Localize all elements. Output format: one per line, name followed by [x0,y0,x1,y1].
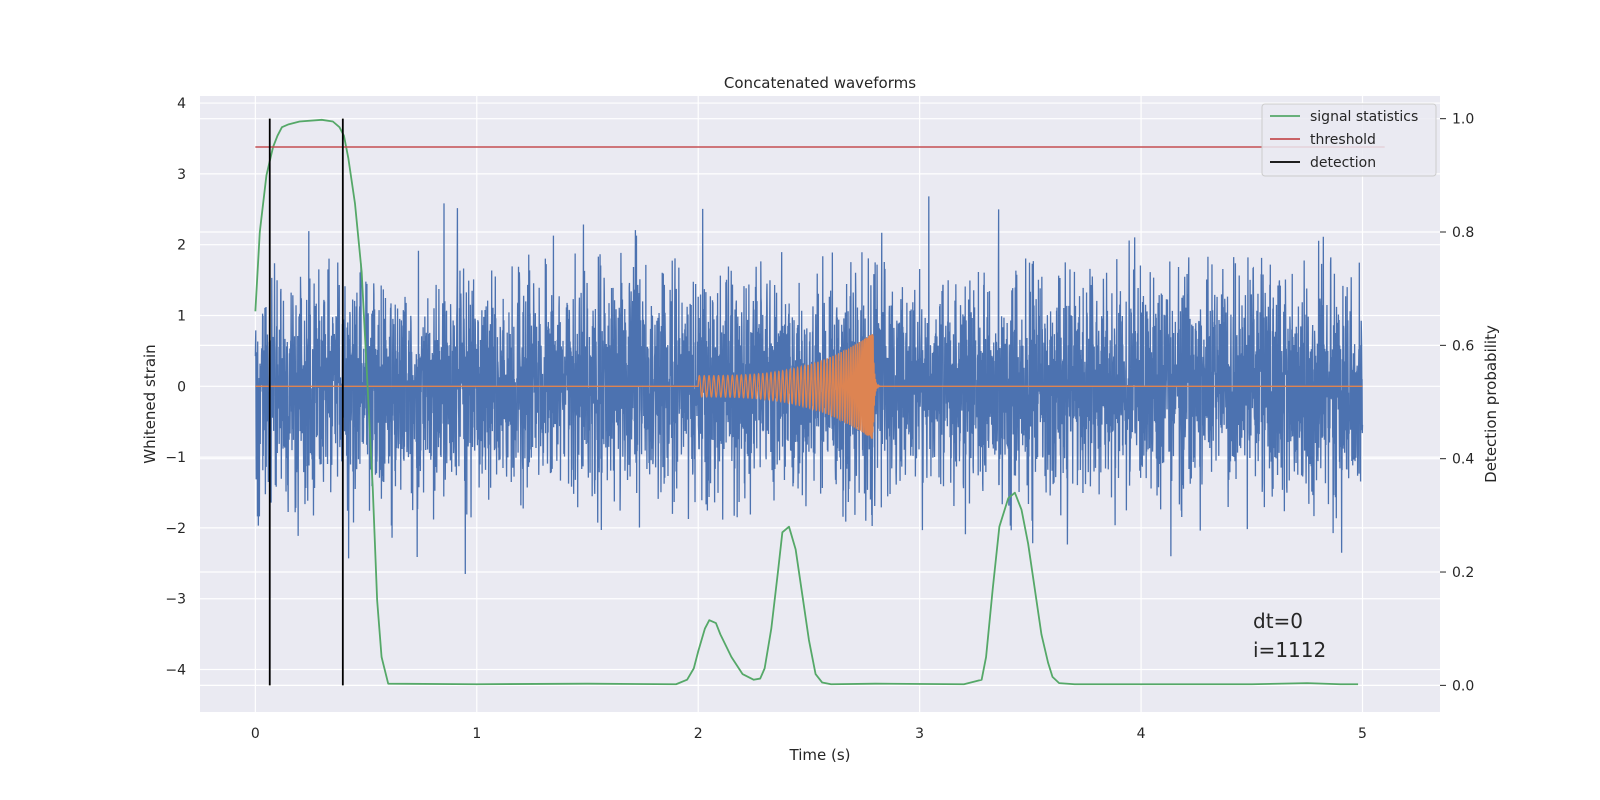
plot-area [254,118,1385,686]
y2-tick-label: 0.6 [1452,338,1474,354]
chart-title: Concatenated waveforms [724,74,916,92]
x-axis-label: Time (s) [789,746,851,764]
x-tick-label: 2 [694,726,703,742]
annotation-dt: dt=0 [1253,609,1303,633]
series-injected-waveform [255,334,1363,439]
y-tick-label: 2 [177,238,186,254]
y2-tick-label: 0.2 [1452,565,1474,581]
legend-label-threshold: threshold [1310,132,1376,148]
legend-label-detection: detection [1310,155,1376,171]
y2-tick-label: 0.0 [1452,678,1474,694]
x-tick-label: 5 [1358,726,1367,742]
x-tick-label: 4 [1137,726,1146,742]
x-axis: 0 1 2 3 4 5 [251,726,1367,742]
y-tick-label: 0 [177,379,186,395]
y2-axis: 0.0 0.2 0.4 0.6 0.8 1.0 [1440,112,1474,694]
y-axis: 4 3 2 1 0 −1 −2 −3 −4 [165,96,186,678]
y2-tick-label: 1.0 [1452,112,1474,128]
y-tick-label: −3 [165,592,186,608]
legend-box [1261,103,1437,177]
y2-axis-label: Detection probability [1482,325,1500,483]
y-tick-label: 3 [177,167,186,183]
legend-label-signal-statistics: signal statistics [1310,109,1418,125]
series-whitened-strain [254,196,1364,574]
y-tick-label: 4 [177,96,186,112]
y-tick-label: −1 [165,450,186,466]
x-tick-label: 0 [251,726,260,742]
y-tick-label: −2 [165,521,186,537]
y2-tick-label: 0.4 [1452,452,1474,468]
y-tick-label: 1 [177,308,186,324]
y2-tick-label: 0.8 [1452,225,1474,241]
y-tick-label: −4 [165,663,186,679]
y-axis-label: Whitened strain [141,344,159,463]
x-tick-label: 3 [915,726,924,742]
legend: signal statistics threshold detection [1261,103,1437,177]
annotation-index: i=1112 [1253,638,1326,662]
x-tick-label: 1 [472,726,481,742]
